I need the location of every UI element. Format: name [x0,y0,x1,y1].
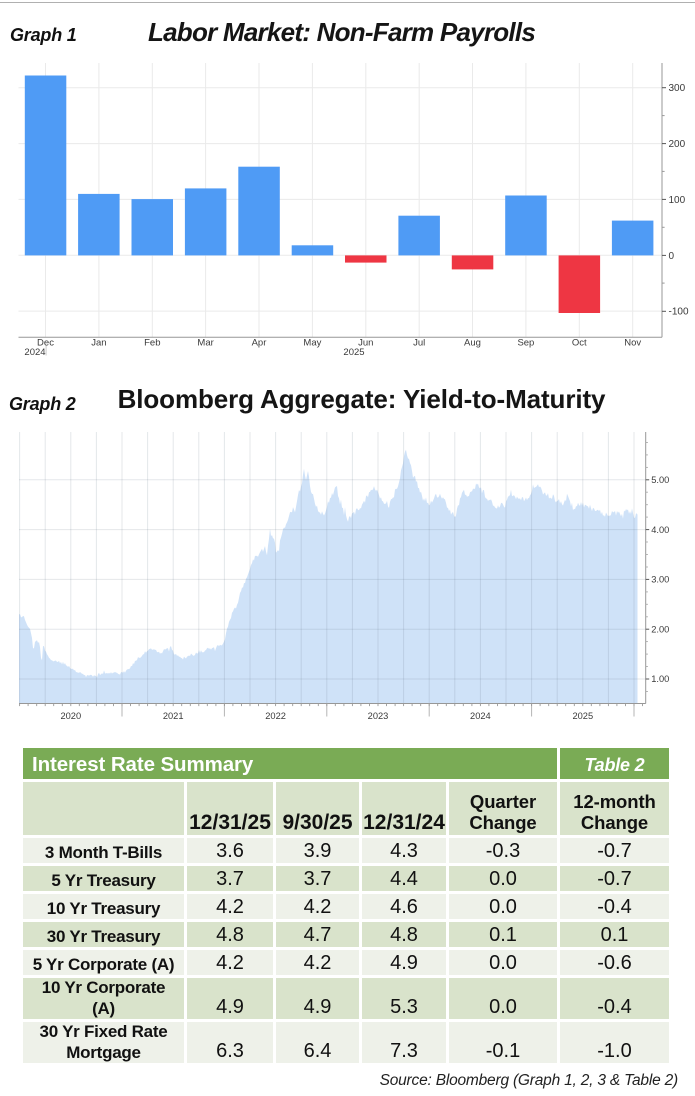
svg-text:5.00: 5.00 [651,475,669,485]
svg-text:Jan: Jan [91,338,106,349]
svg-text:2025: 2025 [572,711,593,721]
svg-text:300: 300 [669,83,686,94]
svg-text:2021: 2021 [163,711,184,721]
svg-text:Apr: Apr [252,338,267,349]
svg-text:2024: 2024 [24,347,45,358]
svg-text:2020: 2020 [60,711,81,721]
svg-text:2.00: 2.00 [651,624,669,634]
svg-text:Oct: Oct [572,338,587,349]
svg-text:2023: 2023 [368,711,389,721]
svg-text:2024: 2024 [470,711,491,721]
svg-text:Aug: Aug [464,338,481,349]
svg-text:Jun: Jun [358,338,373,349]
svg-text:Jul: Jul [413,338,425,349]
svg-text:3.00: 3.00 [651,575,669,585]
svg-text:Sep: Sep [517,338,534,349]
svg-text:100: 100 [669,195,686,206]
svg-text:2025: 2025 [343,347,364,358]
svg-text:-100: -100 [669,307,689,318]
svg-text:200: 200 [669,139,686,150]
svg-text:Dec: Dec [37,338,54,349]
svg-text:Mar: Mar [197,338,213,349]
svg-text:4.00: 4.00 [651,525,669,535]
svg-text:Nov: Nov [624,338,641,349]
svg-text:Feb: Feb [144,338,160,349]
svg-text:1.00: 1.00 [651,674,669,684]
svg-text:0: 0 [669,251,675,262]
svg-text:May: May [303,338,321,349]
svg-text:2022: 2022 [265,711,286,721]
